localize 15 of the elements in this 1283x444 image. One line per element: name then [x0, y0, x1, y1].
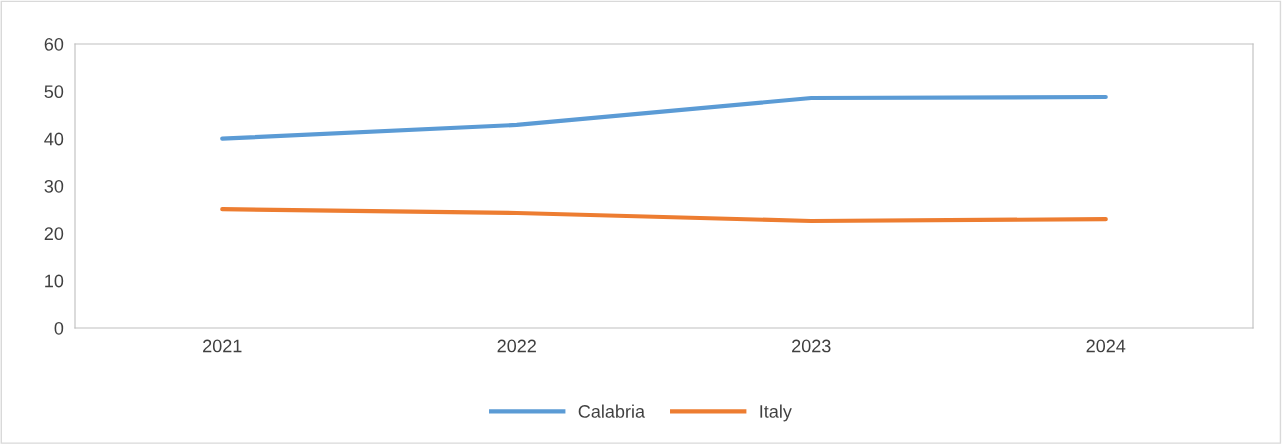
y-tick-label: 40 [44, 132, 64, 146]
y-tick-label: 50 [44, 85, 64, 99]
y-tick-label: 30 [44, 179, 64, 193]
x-tick-label: 2024 [1086, 339, 1126, 353]
x-tick-label: 2022 [497, 339, 536, 353]
y-tick-label: 60 [44, 37, 64, 51]
y-tick-label: 0 [54, 321, 64, 335]
line-series [220, 207, 1108, 224]
legend-label: Calabria [578, 404, 646, 418]
x-tick-label: 2023 [792, 339, 831, 353]
x-tick-label: 2021 [203, 339, 242, 353]
y-tick-label: 10 [45, 274, 64, 288]
legend-label: Italy [760, 404, 792, 422]
y-tick-label: 20 [44, 227, 64, 241]
line-series [220, 94, 1108, 141]
